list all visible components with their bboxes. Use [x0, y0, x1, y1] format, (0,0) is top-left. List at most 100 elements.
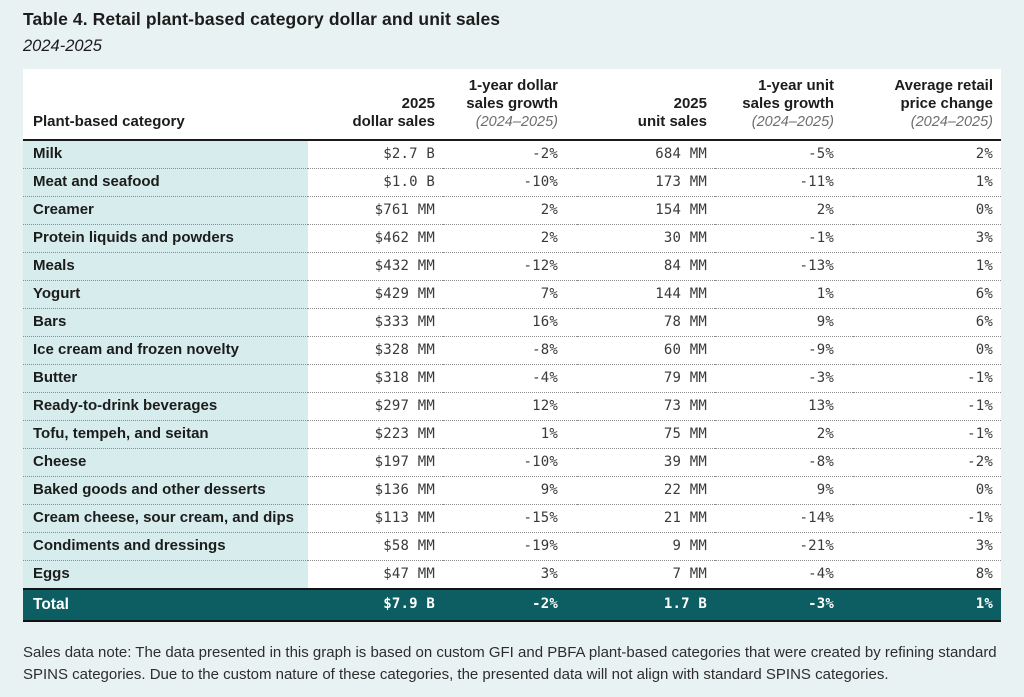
value-cell-unit-sales: 79 MM [577, 364, 715, 393]
value-cell-unit-sales: 78 MM [577, 308, 715, 337]
value-cell-unit-growth: -5% [715, 140, 853, 169]
value-cell-price-change: 3% [853, 532, 1001, 561]
column-header-subtext: (2024–2025) [475, 114, 558, 130]
value-cell-unit-sales: 84 MM [577, 252, 715, 281]
category-cell: Baked goods and other desserts [23, 476, 308, 505]
value-cell-price-change: -1% [853, 392, 1001, 421]
category-cell: Cream cheese, sour cream, and dips [23, 504, 308, 533]
table-row: Butter $318 MM -4% 79 MM -3% -1% [23, 364, 1001, 393]
column-header-text: 1-year unit [758, 77, 834, 94]
category-cell: Meat and seafood [23, 168, 308, 197]
table-title: Table 4. Retail plant-based category dol… [23, 9, 501, 29]
value-cell-dollar-growth: 2% [443, 224, 577, 253]
value-cell-unit-sales: 73 MM [577, 392, 715, 421]
value-cell-dollar-sales: $136 MM [308, 476, 443, 505]
column-header-subtext: (2024–2025) [751, 114, 834, 130]
value-cell-dollar-sales: $429 MM [308, 280, 443, 309]
value-cell-unit-sales: 7 MM [672, 566, 707, 582]
value-cell-dollar-growth: -2% [443, 140, 577, 169]
table-row: Cream cheese, sour cream, and dips $113 M… [23, 504, 1001, 533]
category-cell: Creamer [23, 196, 308, 225]
column-header-price-change: Average retail price change (2024–2025) [853, 69, 1001, 140]
value-cell-dollar-sales: $297 MM [308, 392, 443, 421]
value-cell-price-change: 0% [853, 196, 1001, 225]
table-footer: Total $7.9 B -2% 1.7 B -3% 1% [23, 589, 1001, 621]
value-cell-unit-growth: 2% [715, 196, 853, 225]
value-cell-price-change: 0% [853, 476, 1001, 505]
value-cell-unit-growth: -3% [808, 596, 834, 612]
table-row: Ready-to-drink beverages $297 MM 12% 73 MM 1… [23, 392, 1001, 421]
value-cell-unit-sales: 60 MM [577, 336, 715, 365]
column-header-text: 2025 [673, 95, 707, 112]
value-cell-price-change: -1% [853, 420, 1001, 449]
category-cell: Bars [23, 308, 308, 337]
value-cell-dollar-sales: $58 MM [308, 532, 443, 561]
column-header-text: Plant-based category [33, 113, 185, 130]
category-cell: Cheese [23, 448, 308, 477]
value-cell-unit-growth: 2% [715, 420, 853, 449]
value-cell-price-change: 0% [853, 336, 1001, 365]
value-cell-price-change: -1% [853, 364, 1001, 393]
table-row: Bars $333 MM 16% 78 MM 9% 6% [23, 308, 1001, 337]
value-cell-dollar-sales: $432 MM [308, 252, 443, 281]
value-cell-dollar-growth: 1% [443, 420, 577, 449]
column-header-text: price change [900, 95, 993, 112]
column-header-unit-growth: 1-year unit sales growth (2024–2025) [715, 69, 853, 140]
value-cell-price-change: 3% [853, 224, 1001, 253]
table-row: Ice cream and frozen novelty $328 MM -8% 60… [23, 336, 1001, 365]
value-cell-dollar-growth: 16% [443, 308, 577, 337]
value-cell-dollar-sales: $113 MM [308, 504, 443, 533]
column-header-text: dollar sales [352, 113, 435, 130]
column-header-text: unit sales [637, 113, 707, 130]
value-cell-unit-growth: -8% [715, 448, 853, 477]
column-header-subtext: (2024–2025) [910, 114, 993, 130]
value-cell-price-change: 1% [853, 252, 1001, 281]
column-header-text: sales growth [466, 95, 558, 112]
category-cell: Eggs [23, 560, 308, 589]
value-cell-dollar-sales: $462 MM [308, 224, 443, 253]
value-cell-unit-growth: 13% [715, 392, 853, 421]
value-cell-price-change: 1% [975, 596, 993, 612]
category-cell: Ready-to-drink beverages [23, 392, 308, 421]
category-cell: Tofu, tempeh, and seitan [23, 420, 308, 449]
column-header-dollar-growth: 1-year dollar sales growth (2024–2025) [443, 69, 577, 140]
value-cell-dollar-growth: 3% [540, 566, 558, 582]
value-cell-unit-growth: -14% [715, 504, 853, 533]
category-cell: Ice cream and frozen novelty [23, 336, 308, 365]
value-cell-unit-sales: 684 MM [577, 140, 715, 169]
table-row: Yogurt $429 MM 7% 144 MM 1% 6% [23, 280, 1001, 309]
value-cell-dollar-sales: $1.0 B [308, 168, 443, 197]
value-cell-dollar-growth: -19% [443, 532, 577, 561]
value-cell-dollar-sales: $2.7 B [308, 140, 443, 169]
table-row: Baked goods and other desserts $136 MM 9% 2… [23, 476, 1001, 505]
value-cell-dollar-sales: $318 MM [308, 364, 443, 393]
table-row: Eggs $47 MM 3% 7 MM -4% 8% [23, 560, 1001, 589]
column-header-dollar-sales: 2025 dollar sales [308, 69, 443, 140]
sales-table: Plant-based category 2025 dollar sales 1-ye… [23, 69, 1001, 622]
value-cell-price-change: 6% [853, 280, 1001, 309]
value-cell-unit-growth: 9% [715, 476, 853, 505]
value-cell-dollar-sales: $223 MM [308, 420, 443, 449]
category-cell: Condiments and dressings [23, 532, 308, 561]
value-cell-unit-growth: 9% [715, 308, 853, 337]
value-cell-unit-sales: 21 MM [577, 504, 715, 533]
column-header-text: 2025 [401, 95, 435, 112]
value-cell-unit-sales: 144 MM [577, 280, 715, 309]
value-cell-unit-growth: -9% [715, 336, 853, 365]
table-header: Plant-based category 2025 dollar sales 1-ye… [23, 69, 1001, 140]
table-row: Creamer $761 MM 2% 154 MM 2% 0% [23, 196, 1001, 225]
value-cell-unit-sales: 9 MM [577, 532, 715, 561]
footnote: Sales data note: The data presented in t… [23, 644, 997, 683]
value-cell-unit-sales: 154 MM [577, 196, 715, 225]
table-row: Tofu, tempeh, and seitan $223 MM 1% 75 MM 2%… [23, 420, 1001, 449]
value-cell-dollar-growth: 9% [443, 476, 577, 505]
column-header-category: Plant-based category [23, 69, 308, 140]
value-cell-dollar-growth: 7% [443, 280, 577, 309]
value-cell-unit-growth: -1% [715, 224, 853, 253]
category-cell: Protein liquids and powders [23, 224, 308, 253]
column-header-unit-sales: 2025 unit sales [577, 69, 715, 140]
table-row: Milk $2.7 B -2% 684 MM -5% 2% [23, 140, 1001, 169]
value-cell-dollar-growth: 2% [443, 196, 577, 225]
value-cell-unit-sales: 22 MM [577, 476, 715, 505]
